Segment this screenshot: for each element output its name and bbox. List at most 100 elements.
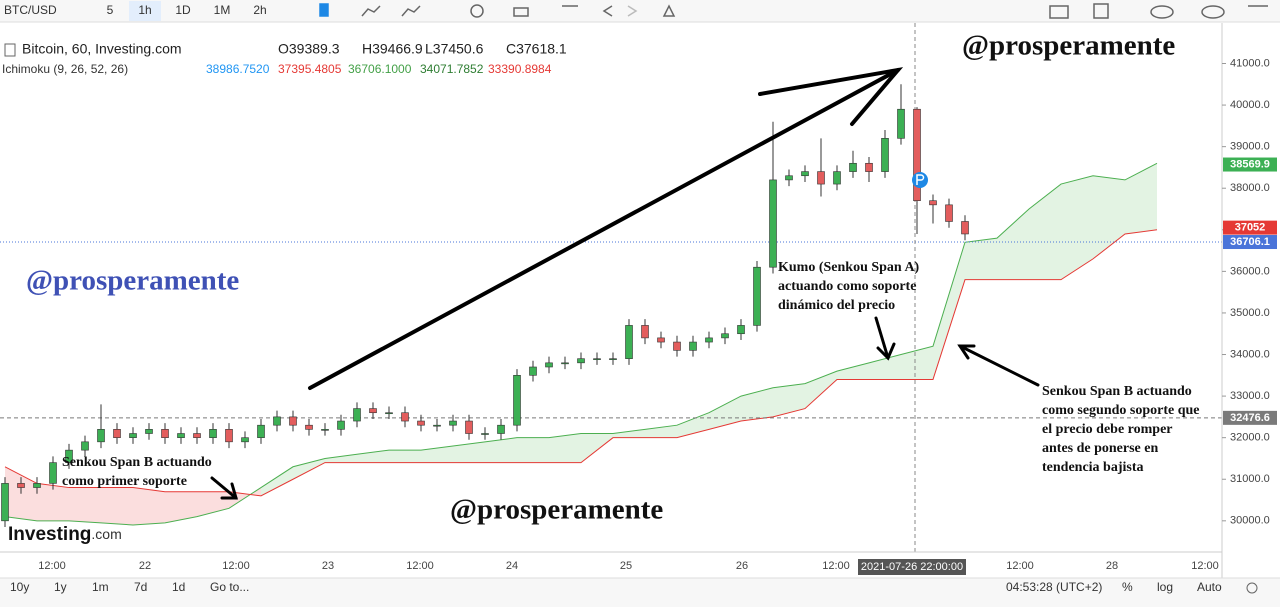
scale-option[interactable]: % <box>1122 580 1133 594</box>
legend-title: Bitcoin, 60, Investing.com <box>22 41 182 57</box>
trend-arrow <box>308 68 900 390</box>
candle-icon[interactable] <box>319 3 329 17</box>
interval-button[interactable]: 1D <box>175 3 191 17</box>
settings-icon[interactable] <box>470 4 484 18</box>
candle-body <box>881 138 889 172</box>
symbol[interactable]: BTC/USD <box>4 3 57 17</box>
cloud-fill <box>1061 175 1093 280</box>
candle-body <box>225 429 233 443</box>
candle-body <box>929 200 937 206</box>
candle-body <box>609 358 617 360</box>
cloud-fill <box>581 433 613 463</box>
cloud-fill <box>773 383 805 417</box>
settings-button[interactable] <box>1246 582 1258 594</box>
range-button[interactable]: 7d <box>134 580 147 594</box>
candle-body <box>65 449 73 463</box>
cloud-load-icon[interactable] <box>1150 5 1174 19</box>
candle-body <box>561 362 569 365</box>
range-button[interactable]: 1m <box>92 580 109 594</box>
candle-body <box>641 325 649 339</box>
indicator-name: Ichimoku (9, 26, 52, 26) <box>2 62 128 76</box>
arrow <box>210 476 238 500</box>
candle-body <box>385 412 393 415</box>
scale-option[interactable]: log <box>1157 580 1173 594</box>
cloud-save-icon[interactable] <box>1201 5 1225 19</box>
arrows <box>210 67 1040 500</box>
candle-body <box>273 416 281 426</box>
candle-body <box>673 341 681 351</box>
y-tick-label: 36000.0 <box>1230 265 1270 277</box>
toolbar <box>0 0 1280 22</box>
interval-button[interactable]: 2h <box>253 3 266 17</box>
price-label-box <box>1223 410 1277 425</box>
candle-body <box>241 437 249 443</box>
x-tick-label: 12:00 <box>222 560 250 572</box>
indicators-icon[interactable] <box>513 7 529 17</box>
candle-body <box>625 325 633 359</box>
range-button[interactable]: 10y <box>10 580 29 594</box>
alert-icon[interactable] <box>662 4 676 17</box>
y-tick-label: 34000.0 <box>1230 348 1270 360</box>
y-tick-label: 38000.0 <box>1230 182 1270 194</box>
crosshair-label-box <box>858 559 966 575</box>
area-icon[interactable] <box>361 5 381 17</box>
snapshot-icon[interactable] <box>1049 5 1069 19</box>
price-label: 38569.9 <box>1230 158 1270 170</box>
cloud-fill <box>293 458 325 480</box>
cloud-fill <box>357 450 389 463</box>
cloud-fill <box>325 454 357 463</box>
price-label: 32476.6 <box>1230 412 1270 424</box>
cloud-fill <box>965 238 997 280</box>
candle-body <box>81 441 89 451</box>
y-tick-label: 39000.0 <box>1230 141 1270 153</box>
candle-body <box>353 408 361 422</box>
candle-body <box>481 433 489 435</box>
candle-body <box>129 433 137 438</box>
annotation-line: como segundo soporte que <box>1042 403 1200 418</box>
interval-button[interactable]: 1M <box>214 3 231 17</box>
x-tick-label: 23 <box>322 560 334 572</box>
undo-icon[interactable] <box>602 5 613 17</box>
y-tick-label: 31000.0 <box>1230 473 1270 485</box>
candle-body <box>1 483 9 522</box>
ohlc-value: C37618.1 <box>506 41 567 57</box>
x-tick-label: 12:00 <box>406 560 434 572</box>
cloud-fill <box>165 491 197 523</box>
interval-button[interactable]: 5 <box>107 3 114 17</box>
scale-option[interactable]: Auto <box>1197 580 1222 594</box>
candle-body <box>545 362 553 368</box>
candle-body <box>17 483 25 488</box>
y-tick-label: 41000.0 <box>1230 57 1270 69</box>
range-button[interactable]: 1y <box>54 580 67 594</box>
candle-body <box>289 416 297 426</box>
annotation-line: actuando como soporte <box>778 279 916 294</box>
logo-suffix: .com <box>91 526 121 542</box>
candle-body <box>897 108 905 139</box>
candle-body <box>753 266 761 326</box>
candle-body <box>113 429 121 438</box>
range-button[interactable]: 1d <box>172 580 185 594</box>
candle-body <box>465 420 473 434</box>
watermark: @prosperamente <box>962 30 1175 62</box>
interval-group: 5 1h 1D 1M 2h <box>107 1 267 21</box>
annotation-line: tendencia bajista <box>1042 460 1144 475</box>
cloud-fill <box>101 487 133 525</box>
candle-body <box>177 433 185 438</box>
candle-body <box>801 171 809 177</box>
candle-body <box>817 171 825 185</box>
candle-body <box>97 429 105 443</box>
candle-body <box>513 375 521 426</box>
candle-body <box>497 424 505 434</box>
interval-button[interactable]: 1h <box>138 3 151 17</box>
candle-body <box>945 204 953 222</box>
candle-body <box>529 366 537 376</box>
redo-icon[interactable] <box>627 5 638 17</box>
toolbar-icons <box>319 3 1268 19</box>
candle-body <box>913 108 921 201</box>
range-button[interactable]: Go to... <box>210 580 249 594</box>
line-icon[interactable] <box>401 5 421 17</box>
plot <box>0 23 1222 552</box>
candle-body <box>705 337 713 343</box>
template-icon[interactable] <box>1093 3 1109 19</box>
